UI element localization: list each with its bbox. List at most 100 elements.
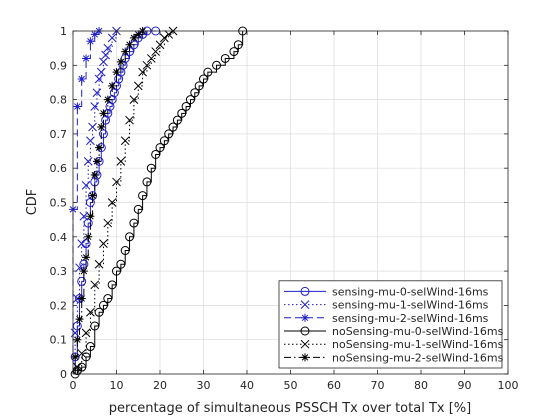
data-point — [112, 266, 121, 276]
data-point — [95, 143, 104, 152]
marker-circle — [118, 60, 128, 70]
data-point — [129, 218, 139, 228]
marker-circle — [129, 218, 139, 228]
x-tick-label: 50 — [284, 379, 298, 392]
marker-asterisk — [116, 57, 125, 66]
data-point — [96, 67, 106, 77]
data-point — [138, 191, 148, 201]
legend-marker — [301, 353, 309, 362]
marker-asterisk — [88, 191, 97, 200]
legend-entry-5: noSensing-mu-1-selWind-16ms — [284, 338, 504, 351]
x-tick-label: 80 — [414, 379, 428, 392]
data-point — [107, 198, 117, 207]
marker-asterisk — [95, 143, 104, 152]
data-point — [146, 163, 156, 173]
data-point — [229, 47, 239, 57]
marker-x — [125, 115, 134, 125]
data-point — [103, 95, 112, 104]
data-point — [98, 300, 108, 310]
marker-x — [99, 239, 108, 249]
marker-circle — [181, 101, 191, 111]
data-point — [116, 156, 126, 166]
data-point — [90, 30, 99, 39]
data-point — [103, 294, 113, 304]
data-point — [86, 37, 95, 46]
marker-x — [86, 136, 95, 146]
data-point — [151, 47, 161, 56]
data-point — [146, 54, 156, 63]
marker-x — [103, 43, 113, 53]
data-point — [155, 40, 165, 50]
data-point — [97, 123, 106, 132]
x-tick-label: 100 — [498, 379, 519, 392]
marker-asterisk — [301, 353, 309, 362]
series-2 — [70, 26, 121, 374]
marker-asterisk — [97, 123, 106, 132]
data-point — [86, 212, 95, 221]
legend-marker — [300, 300, 310, 309]
marker-asterisk — [134, 30, 143, 39]
data-point — [82, 54, 91, 63]
marker-asterisk — [99, 109, 108, 118]
data-point — [159, 33, 169, 43]
data-point — [116, 57, 125, 66]
marker-circle — [212, 60, 222, 70]
data-point — [77, 239, 87, 249]
marker-circle — [94, 307, 104, 317]
data-point — [129, 95, 139, 104]
data-point — [103, 43, 113, 53]
marker-x — [79, 211, 89, 221]
data-point — [71, 352, 80, 361]
marker-circle — [103, 294, 113, 304]
legend-label: noSensing-mu-1-selWind-16ms — [332, 338, 504, 351]
marker-asterisk — [77, 294, 86, 303]
marker-circle — [151, 149, 161, 159]
marker-asterisk — [86, 37, 95, 46]
marker-asterisk — [108, 81, 117, 90]
marker-circle — [155, 143, 165, 153]
data-point — [107, 280, 117, 290]
marker-circle — [164, 129, 174, 139]
legend-label: sensing-mu-2-selWind-16ms — [332, 312, 489, 325]
marker-x — [94, 74, 104, 84]
marker-circle — [203, 67, 213, 77]
marker-circle — [133, 204, 143, 214]
data-point — [142, 177, 152, 187]
data-point — [82, 253, 91, 262]
marker-x — [83, 156, 93, 166]
marker-asterisk — [103, 95, 112, 104]
marker-asterisk — [75, 315, 84, 324]
marker-asterisk — [121, 47, 130, 56]
marker-x — [92, 88, 102, 98]
y-tick-label: 0.9 — [50, 59, 68, 72]
marker-x — [164, 30, 174, 39]
data-point — [101, 50, 110, 60]
data-point — [75, 263, 84, 273]
marker-asterisk — [73, 102, 82, 111]
x-tick-label: 70 — [371, 379, 385, 392]
marker-x — [142, 60, 152, 70]
legend-label: noSensing-mu-2-selWind-16ms — [332, 351, 504, 364]
data-point — [220, 53, 230, 63]
data-point — [90, 102, 100, 111]
series-line — [74, 30, 156, 374]
marker-x — [75, 263, 84, 273]
x-tick-label: 40 — [240, 379, 254, 392]
data-point — [125, 232, 135, 242]
marker-circle — [190, 88, 200, 98]
data-point — [129, 33, 138, 42]
y-tick-label: 0.4 — [50, 231, 68, 244]
marker-x — [77, 239, 87, 249]
data-point — [79, 211, 89, 221]
data-point — [94, 307, 104, 317]
x-tick-label: 30 — [197, 379, 211, 392]
marker-x — [101, 50, 110, 60]
data-point — [77, 294, 86, 303]
data-point — [77, 75, 86, 84]
legend-marker — [300, 286, 310, 296]
legend-label: sensing-mu-1-selWind-16ms — [332, 299, 489, 312]
y-tick-label: 0.2 — [50, 299, 68, 312]
marker-x — [129, 95, 139, 104]
marker-x — [112, 177, 121, 187]
data-point — [88, 122, 97, 132]
